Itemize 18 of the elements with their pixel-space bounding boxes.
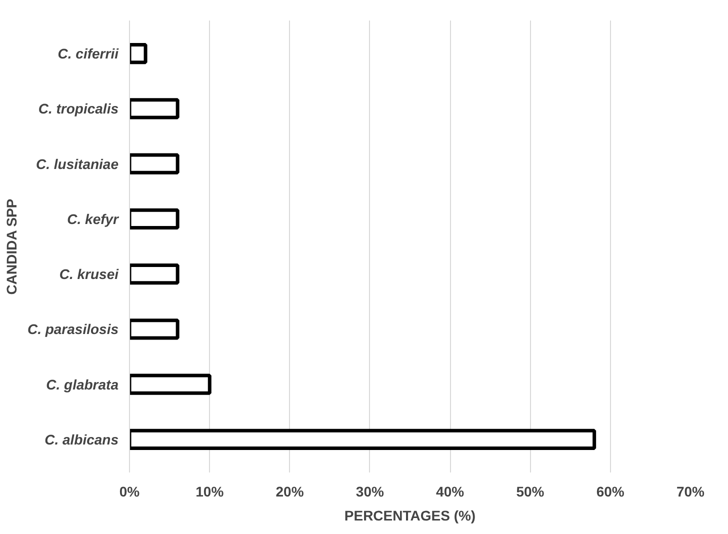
y-tick-label: C. albicans	[44, 431, 119, 448]
y-tick-label: C. glabrata	[46, 376, 119, 392]
y-tick-label: C. parasilosis	[27, 321, 119, 338]
x-tick-label: 50%	[516, 484, 545, 500]
y-tick-label: C. lusitaniae	[36, 156, 119, 172]
x-tick-label: 10%	[196, 484, 224, 500]
x-tick-label: 40%	[436, 484, 465, 500]
y-tick-label: C. kefyr	[67, 210, 120, 227]
x-tick-label: 0%	[119, 484, 140, 500]
x-tick-label: 20%	[276, 484, 304, 500]
x-tick-label: 60%	[596, 484, 625, 500]
y-tick-label: C. ciferrii	[58, 46, 120, 62]
y-tick-label: C. tropicalis	[38, 100, 119, 117]
x-axis-title: PERCENTAGES (%)	[344, 508, 476, 524]
x-tick-label: 70%	[676, 484, 706, 500]
y-tick-label: C. krusei	[59, 266, 120, 282]
y-axis-title: CANDIDA SPP	[3, 198, 20, 295]
x-tick-label: 30%	[356, 484, 384, 500]
